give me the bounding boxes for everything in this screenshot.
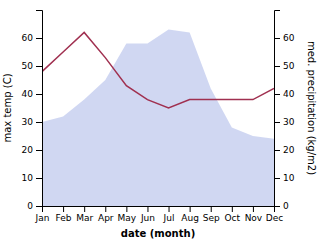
tick-label: Jan bbox=[35, 213, 50, 223]
tick: Jan bbox=[35, 206, 50, 223]
tick-mark bbox=[232, 206, 233, 212]
tick-label: Jun bbox=[140, 213, 155, 223]
tick-label: 10 bbox=[22, 173, 34, 183]
axis-line bbox=[43, 207, 275, 213]
y-axis: 0 10 20 30 40 50 60 bbox=[22, 11, 43, 212]
tick: May bbox=[118, 206, 137, 223]
tick-mark bbox=[169, 206, 170, 212]
tick-mark bbox=[36, 66, 42, 67]
tick-label: Nov bbox=[245, 213, 263, 223]
tick-label: 30 bbox=[283, 117, 295, 127]
tick: Dec bbox=[266, 206, 283, 223]
tick-mark bbox=[253, 206, 254, 212]
tick: 30 bbox=[22, 117, 42, 127]
tick: Aug bbox=[181, 206, 199, 223]
tick-mark bbox=[190, 206, 191, 212]
tick: Feb bbox=[56, 206, 72, 223]
tick: 50 bbox=[22, 61, 42, 71]
tick-label: Mar bbox=[76, 213, 93, 223]
tick-label: 20 bbox=[283, 145, 295, 155]
tick: 60 bbox=[22, 33, 42, 43]
tick: 20 bbox=[274, 145, 295, 155]
tick: 40 bbox=[22, 89, 42, 99]
tick-label: 40 bbox=[283, 89, 295, 99]
tick: 0 bbox=[274, 201, 289, 211]
tick-mark bbox=[147, 206, 148, 212]
tick-mark bbox=[36, 122, 42, 123]
tick-label: 0 bbox=[27, 201, 33, 211]
tick-mark bbox=[36, 178, 42, 179]
tick: 30 bbox=[274, 117, 295, 127]
tick: Apr bbox=[98, 206, 114, 223]
tick: Mar bbox=[76, 206, 93, 223]
tick-mark bbox=[274, 94, 280, 95]
tick-label: 0 bbox=[283, 201, 289, 211]
tick-mark bbox=[84, 206, 85, 212]
tick-mark bbox=[274, 206, 280, 207]
tick-label: Dec bbox=[266, 213, 283, 223]
tick: 50 bbox=[274, 61, 295, 71]
tick: Jun bbox=[140, 206, 155, 223]
y2-axis: 0 10 20 30 40 50 60 bbox=[274, 11, 295, 212]
tick-label: Jul bbox=[163, 213, 175, 223]
tick-mark bbox=[36, 150, 42, 151]
tick-mark bbox=[274, 178, 280, 179]
line bbox=[42, 32, 274, 108]
tick-mark bbox=[36, 38, 42, 39]
tick: 60 bbox=[274, 33, 295, 43]
area bbox=[42, 30, 274, 206]
tick: 20 bbox=[22, 145, 42, 155]
x-axis: Jan Feb Mar Apr MayJun Jul Aug Sep Oct NovDec bbox=[35, 206, 284, 223]
tick-mark bbox=[105, 206, 106, 212]
tick: Jul bbox=[163, 206, 175, 223]
tick-label: Sep bbox=[203, 213, 220, 223]
tick-label: Aug bbox=[181, 213, 199, 223]
tick-label: 60 bbox=[283, 33, 295, 43]
tick-label: 50 bbox=[22, 61, 34, 71]
tick-label: Oct bbox=[225, 213, 241, 223]
tick-mark bbox=[274, 66, 280, 67]
tick-label: 50 bbox=[283, 61, 295, 71]
axis-line bbox=[36, 11, 43, 207]
tick-label: 10 bbox=[283, 173, 295, 183]
tick-mark bbox=[63, 206, 64, 212]
tick-label: 40 bbox=[22, 89, 34, 99]
tick-mark bbox=[274, 150, 280, 151]
tick: 10 bbox=[274, 173, 295, 183]
tick-label: May bbox=[118, 213, 137, 223]
tick-label: 30 bbox=[22, 117, 34, 127]
tick: Sep bbox=[203, 206, 220, 223]
tick: 40 bbox=[274, 89, 295, 99]
tick-mark bbox=[36, 206, 42, 207]
tick-mark bbox=[36, 94, 42, 95]
tick-label: Apr bbox=[98, 213, 114, 223]
tick: 0 bbox=[27, 201, 42, 211]
tick-label: 20 bbox=[22, 145, 34, 155]
tick: Oct bbox=[225, 206, 241, 223]
tick-label: Feb bbox=[56, 213, 72, 223]
tick: Nov bbox=[245, 206, 263, 223]
y-axis-title: max temp (C) bbox=[2, 73, 13, 142]
tick-mark bbox=[211, 206, 212, 212]
tick: 10 bbox=[22, 173, 42, 183]
axis-line bbox=[275, 11, 281, 207]
plot: JanFebMarAprMayJunJulAugSepOctNovDec0102… bbox=[22, 11, 295, 224]
x-axis-title: date (month) bbox=[121, 228, 195, 239]
chart: JanFebMarAprMayJunJulAugSepOctNovDec0102… bbox=[0, 0, 318, 242]
tick-mark bbox=[274, 38, 280, 39]
tick-mark bbox=[126, 206, 127, 212]
marks bbox=[42, 30, 274, 206]
tick-label: 60 bbox=[22, 33, 34, 43]
tick-mark bbox=[274, 122, 280, 123]
y2-axis-title: med. precipitation (kg/m2) bbox=[306, 41, 317, 175]
